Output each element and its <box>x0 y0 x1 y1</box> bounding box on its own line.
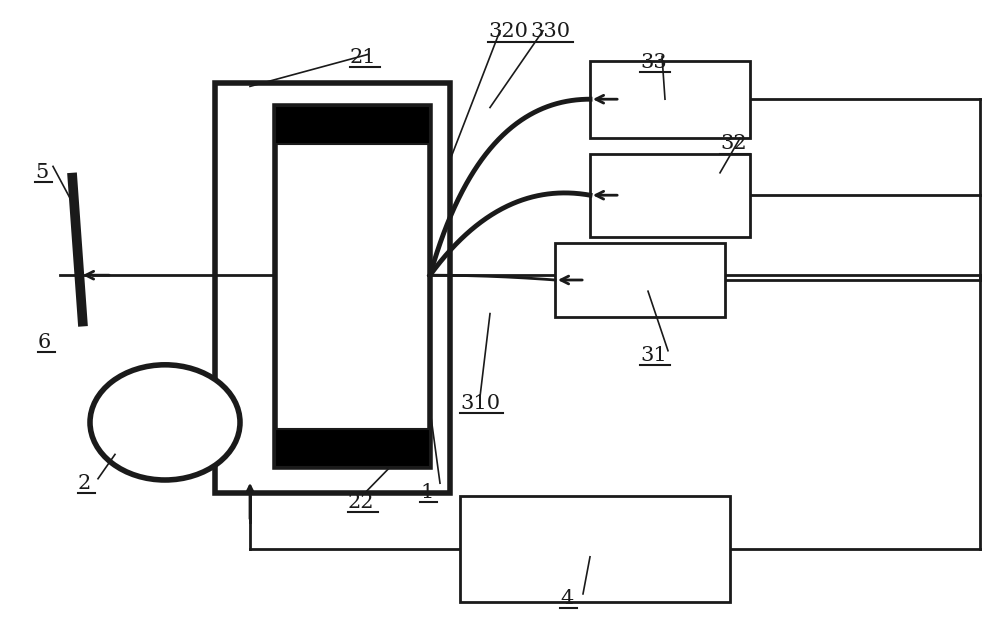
Text: 6: 6 <box>38 333 51 352</box>
Ellipse shape <box>90 365 240 480</box>
Text: 22: 22 <box>348 493 374 512</box>
Bar <box>275 106 430 144</box>
Bar <box>555 243 725 317</box>
Text: 330: 330 <box>530 22 570 42</box>
Bar <box>590 61 750 138</box>
Bar <box>590 154 750 237</box>
Bar <box>215 83 450 493</box>
Bar <box>460 496 730 602</box>
Bar <box>275 429 430 467</box>
Text: 2: 2 <box>78 474 91 493</box>
Text: 32: 32 <box>720 134 747 154</box>
Text: 320: 320 <box>488 22 528 42</box>
Text: 5: 5 <box>35 163 48 182</box>
Bar <box>275 106 430 467</box>
Text: 21: 21 <box>350 48 377 67</box>
Text: 1: 1 <box>420 483 433 502</box>
Text: 33: 33 <box>640 53 667 72</box>
Text: 310: 310 <box>460 394 500 413</box>
Text: 31: 31 <box>640 346 667 365</box>
Text: 4: 4 <box>560 589 573 608</box>
